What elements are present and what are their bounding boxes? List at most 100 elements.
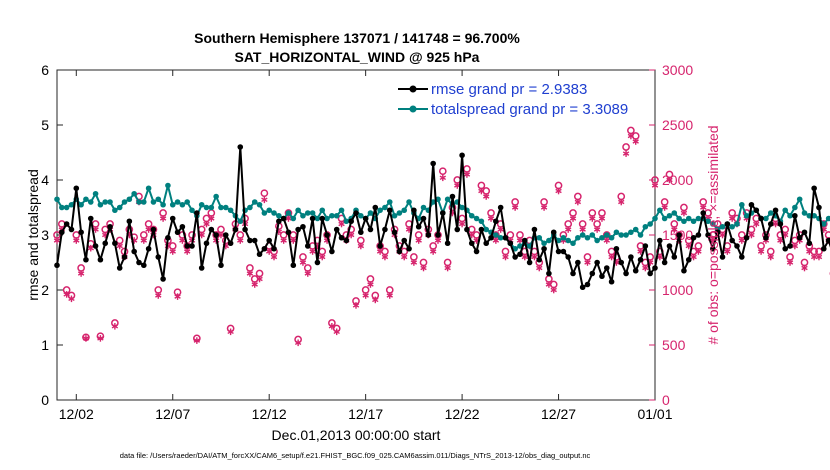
totalspread-point bbox=[589, 232, 596, 238]
rmse-point bbox=[386, 207, 393, 214]
assimilated-obs-point bbox=[584, 259, 591, 266]
rmse-point bbox=[632, 267, 639, 274]
rmse-point bbox=[512, 254, 518, 260]
assimilated-obs-point bbox=[372, 296, 379, 304]
totalspread-point bbox=[165, 182, 171, 189]
assimilated-obs-point bbox=[483, 193, 490, 200]
totalspread-point bbox=[739, 201, 745, 208]
totalspread-point bbox=[150, 199, 157, 205]
rmse-point bbox=[763, 234, 769, 241]
assimilated-obs-point bbox=[328, 323, 336, 330]
totalspread-point bbox=[300, 212, 306, 219]
assimilated-obs-point bbox=[603, 237, 610, 244]
rmse-point bbox=[734, 243, 740, 249]
rmse-point bbox=[256, 251, 263, 258]
rmse-point bbox=[348, 218, 354, 225]
assimilated-obs-series bbox=[53, 132, 830, 347]
rmse-point bbox=[218, 262, 224, 269]
totalspread-point bbox=[661, 215, 668, 222]
rmse-point bbox=[681, 267, 687, 274]
totalspread-point bbox=[497, 234, 504, 241]
rmse-point bbox=[628, 254, 634, 260]
rmse-point bbox=[642, 243, 649, 249]
totalspread-point bbox=[338, 207, 345, 214]
legend: rmse grand pr = 2.9383 totalspread grand… bbox=[398, 81, 628, 118]
assimilated-obs-point bbox=[193, 337, 201, 344]
assimilated-obs-point bbox=[579, 226, 586, 233]
totalspread-point bbox=[536, 234, 543, 241]
rmse-point bbox=[690, 234, 697, 241]
assimilated-obs-point bbox=[569, 215, 577, 222]
possible-obs-point bbox=[694, 242, 703, 250]
totalspread-point bbox=[141, 199, 147, 205]
rmse-point bbox=[165, 234, 171, 241]
rmse-point bbox=[806, 240, 813, 247]
possible-obs-point bbox=[438, 167, 447, 176]
totalspread-point bbox=[570, 240, 576, 247]
assimilated-obs-point bbox=[237, 237, 244, 244]
assimilated-obs-point bbox=[203, 220, 210, 228]
possible-obs-point bbox=[660, 198, 669, 206]
assimilated-obs-point bbox=[492, 237, 500, 244]
totalspread-point bbox=[276, 212, 282, 219]
totalspread-point bbox=[473, 215, 480, 222]
rmse-point bbox=[222, 232, 229, 238]
totalspread-point bbox=[131, 190, 137, 197]
rmse-point bbox=[174, 229, 181, 236]
assimilated-obs-point bbox=[589, 215, 596, 222]
assimilated-obs-point bbox=[801, 264, 808, 272]
rmse-point bbox=[782, 245, 789, 252]
assimilated-obs-point bbox=[642, 264, 649, 272]
totalspread-point bbox=[324, 215, 330, 222]
assimilated-obs-point bbox=[666, 176, 673, 184]
totalspread-point bbox=[319, 207, 326, 214]
totalspread-point bbox=[247, 204, 253, 211]
legend-rmse-marker bbox=[409, 85, 417, 93]
totalspread-point bbox=[401, 207, 408, 214]
assimilated-obs-point bbox=[478, 187, 485, 195]
assimilated-obs-point bbox=[357, 242, 365, 250]
totalspread-point bbox=[459, 204, 465, 211]
rmse-point bbox=[483, 240, 490, 247]
rmse-point bbox=[314, 259, 321, 266]
rmse-point bbox=[112, 240, 118, 247]
assimilated-obs-point bbox=[608, 253, 615, 261]
assimilated-obs-point bbox=[270, 253, 278, 261]
assimilated-obs-point bbox=[415, 237, 422, 244]
totalspread-point bbox=[671, 210, 678, 216]
rmse-point bbox=[415, 223, 422, 230]
assimilated-obs-point bbox=[169, 248, 176, 255]
totalspread-point bbox=[468, 212, 475, 219]
rmse-point bbox=[584, 281, 591, 288]
totalspread-point bbox=[623, 232, 629, 238]
y2-tick-label: 0 bbox=[662, 392, 670, 408]
rmse-point bbox=[729, 237, 735, 244]
rmse-point bbox=[372, 204, 379, 211]
rmse-point bbox=[126, 218, 133, 225]
totalspread-point bbox=[116, 204, 123, 211]
assimilated-obs-point bbox=[294, 339, 302, 347]
totalspread-point bbox=[256, 201, 263, 208]
rmse-point bbox=[87, 215, 94, 222]
rmse-point bbox=[787, 243, 793, 249]
assimilated-obs-point bbox=[463, 171, 471, 178]
totalspread-point bbox=[377, 207, 383, 214]
totalspread-point bbox=[251, 199, 258, 205]
assimilated-obs-point bbox=[690, 253, 697, 261]
rmse-point bbox=[324, 232, 330, 238]
totalspread-point bbox=[787, 212, 793, 219]
rmse-point bbox=[493, 218, 499, 225]
rmse-point bbox=[825, 237, 830, 244]
assimilated-obs-point bbox=[333, 328, 340, 336]
assimilated-obs-point bbox=[184, 248, 191, 255]
assimilated-obs-point bbox=[53, 237, 61, 244]
assimilated-obs-point bbox=[227, 328, 234, 336]
y-tick-label: 6 bbox=[41, 62, 49, 78]
rmse-point bbox=[497, 204, 504, 211]
assimilated-obs-point bbox=[304, 270, 311, 277]
rmse-point bbox=[661, 259, 668, 266]
rmse-point bbox=[179, 223, 186, 230]
rmse-point bbox=[767, 221, 774, 227]
assimilated-obs-point bbox=[82, 335, 90, 342]
totalspread-point bbox=[430, 199, 436, 205]
